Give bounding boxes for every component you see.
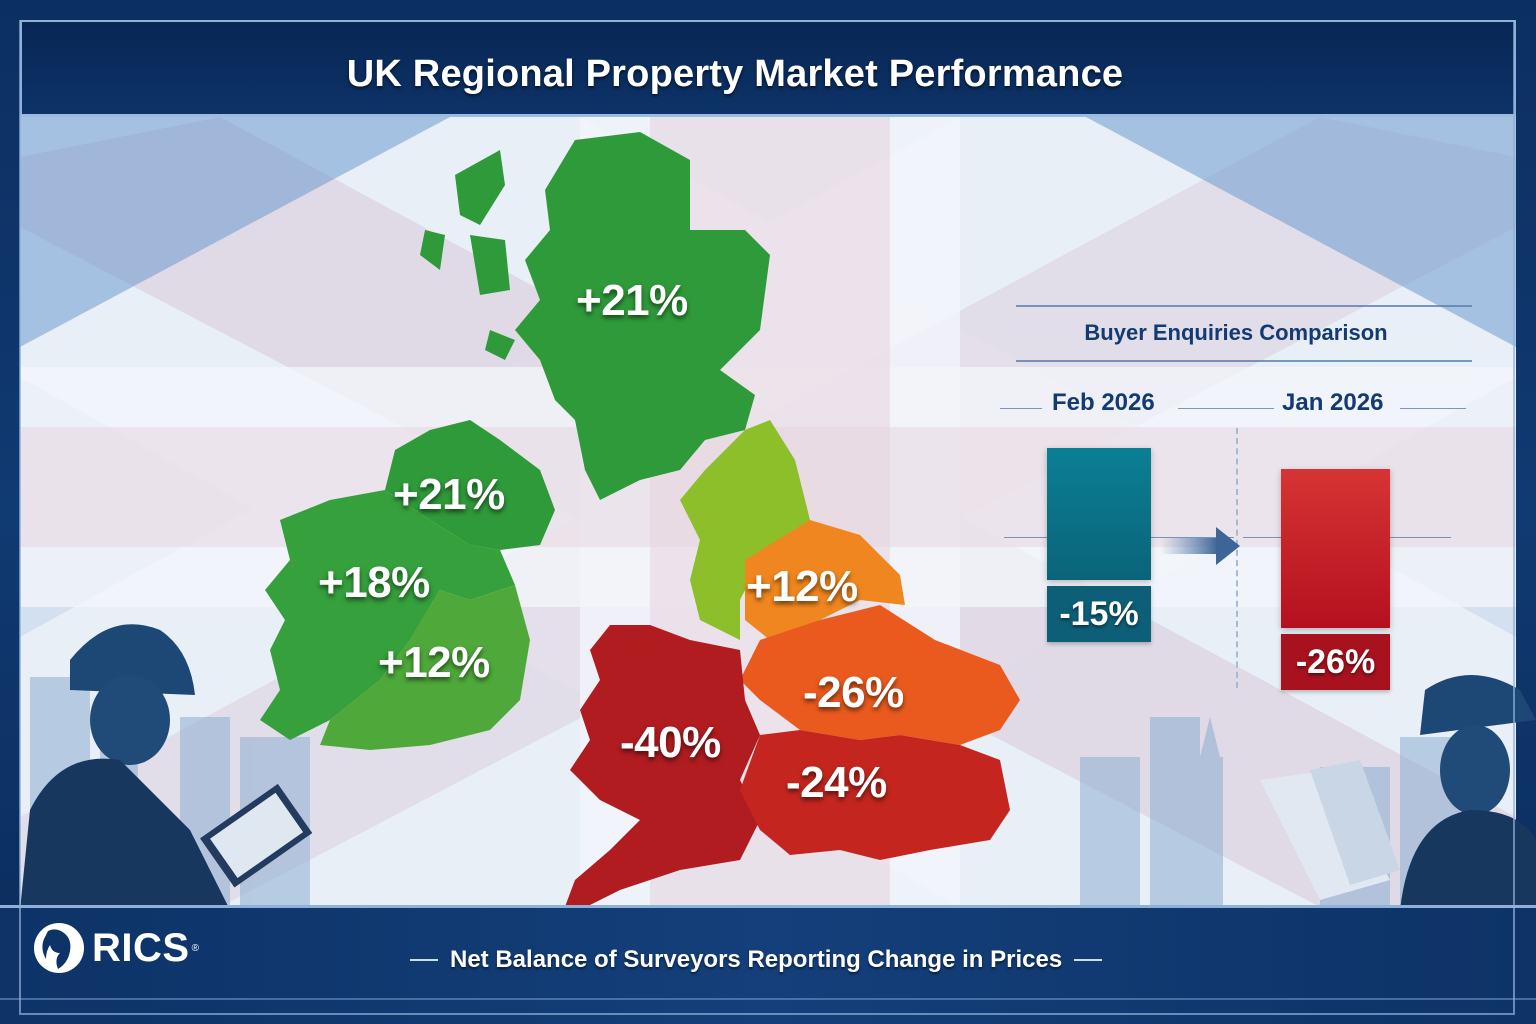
label-west-ireland: +18%: [318, 558, 430, 607]
label-yorkshire: +12%: [746, 562, 858, 611]
region-northern-ireland[interactable]: [385, 420, 555, 550]
footer-caption-wrap: Net Balance of Surveyors Reporting Chang…: [410, 946, 1103, 974]
region-scotland[interactable]: [515, 132, 770, 500]
page-title: UK Regional Property Market Performance: [346, 53, 1124, 95]
label-scotland: +21%: [576, 276, 688, 325]
label-southeast: -24%: [786, 758, 887, 807]
label-east-ireland: +12%: [378, 638, 490, 687]
region-east[interactable]: [740, 605, 1020, 745]
date-rule-left: [1000, 408, 1042, 409]
region-yorkshire[interactable]: [745, 520, 905, 640]
region-west-ireland[interactable]: [260, 490, 515, 740]
caption-dash-left: [410, 959, 438, 961]
comparison-divider: [1236, 428, 1238, 688]
footer-rule: [0, 998, 1536, 1000]
comparison-top-rule: [1016, 305, 1472, 307]
rics-logo[interactable]: RICS ®: [34, 923, 199, 973]
surveyor-left-illustration: [20, 624, 313, 910]
lion-logo-icon: [34, 923, 84, 973]
footer-banner: RICS ® Net Balance of Surveyors Reportin…: [0, 905, 1536, 1024]
comparison-title-rule: [1016, 360, 1472, 362]
region-wales-southwest[interactable]: [560, 625, 760, 920]
label-wales-southwest: -40%: [620, 718, 721, 767]
comparison-title: Buyer Enquiries Comparison: [1084, 320, 1388, 345]
surveyor-right-illustration: [1260, 675, 1536, 910]
bar-jan-2026: [1281, 469, 1390, 628]
bar-value-feb-2026: -15%: [1047, 586, 1151, 642]
region-east-ireland[interactable]: [320, 585, 530, 750]
region-north-england[interactable]: [680, 420, 820, 640]
caption-dash-right: [1074, 959, 1103, 961]
date-label-feb-2026: Feb 2026: [1052, 389, 1155, 416]
date-label-jan-2026: Jan 2026: [1282, 389, 1384, 416]
region-western-isles: [420, 150, 515, 360]
bar-value-jan-2026: -26%: [1281, 634, 1390, 690]
label-east: -26%: [803, 668, 904, 717]
footer-caption: Net Balance of Surveyors Reporting Chang…: [450, 946, 1063, 973]
date-rule-right: [1400, 408, 1466, 409]
header-banner: UK Regional Property Market Performance: [20, 20, 1516, 117]
rics-logo-text: RICS: [92, 925, 190, 970]
bar-feb-2026: [1047, 448, 1151, 580]
arrow-right-icon: [1160, 527, 1240, 565]
label-northern-ireland: +21%: [393, 470, 505, 519]
date-rule-middle: [1178, 408, 1274, 409]
region-southeast[interactable]: [740, 730, 1010, 860]
registered-mark: ®: [191, 942, 199, 954]
